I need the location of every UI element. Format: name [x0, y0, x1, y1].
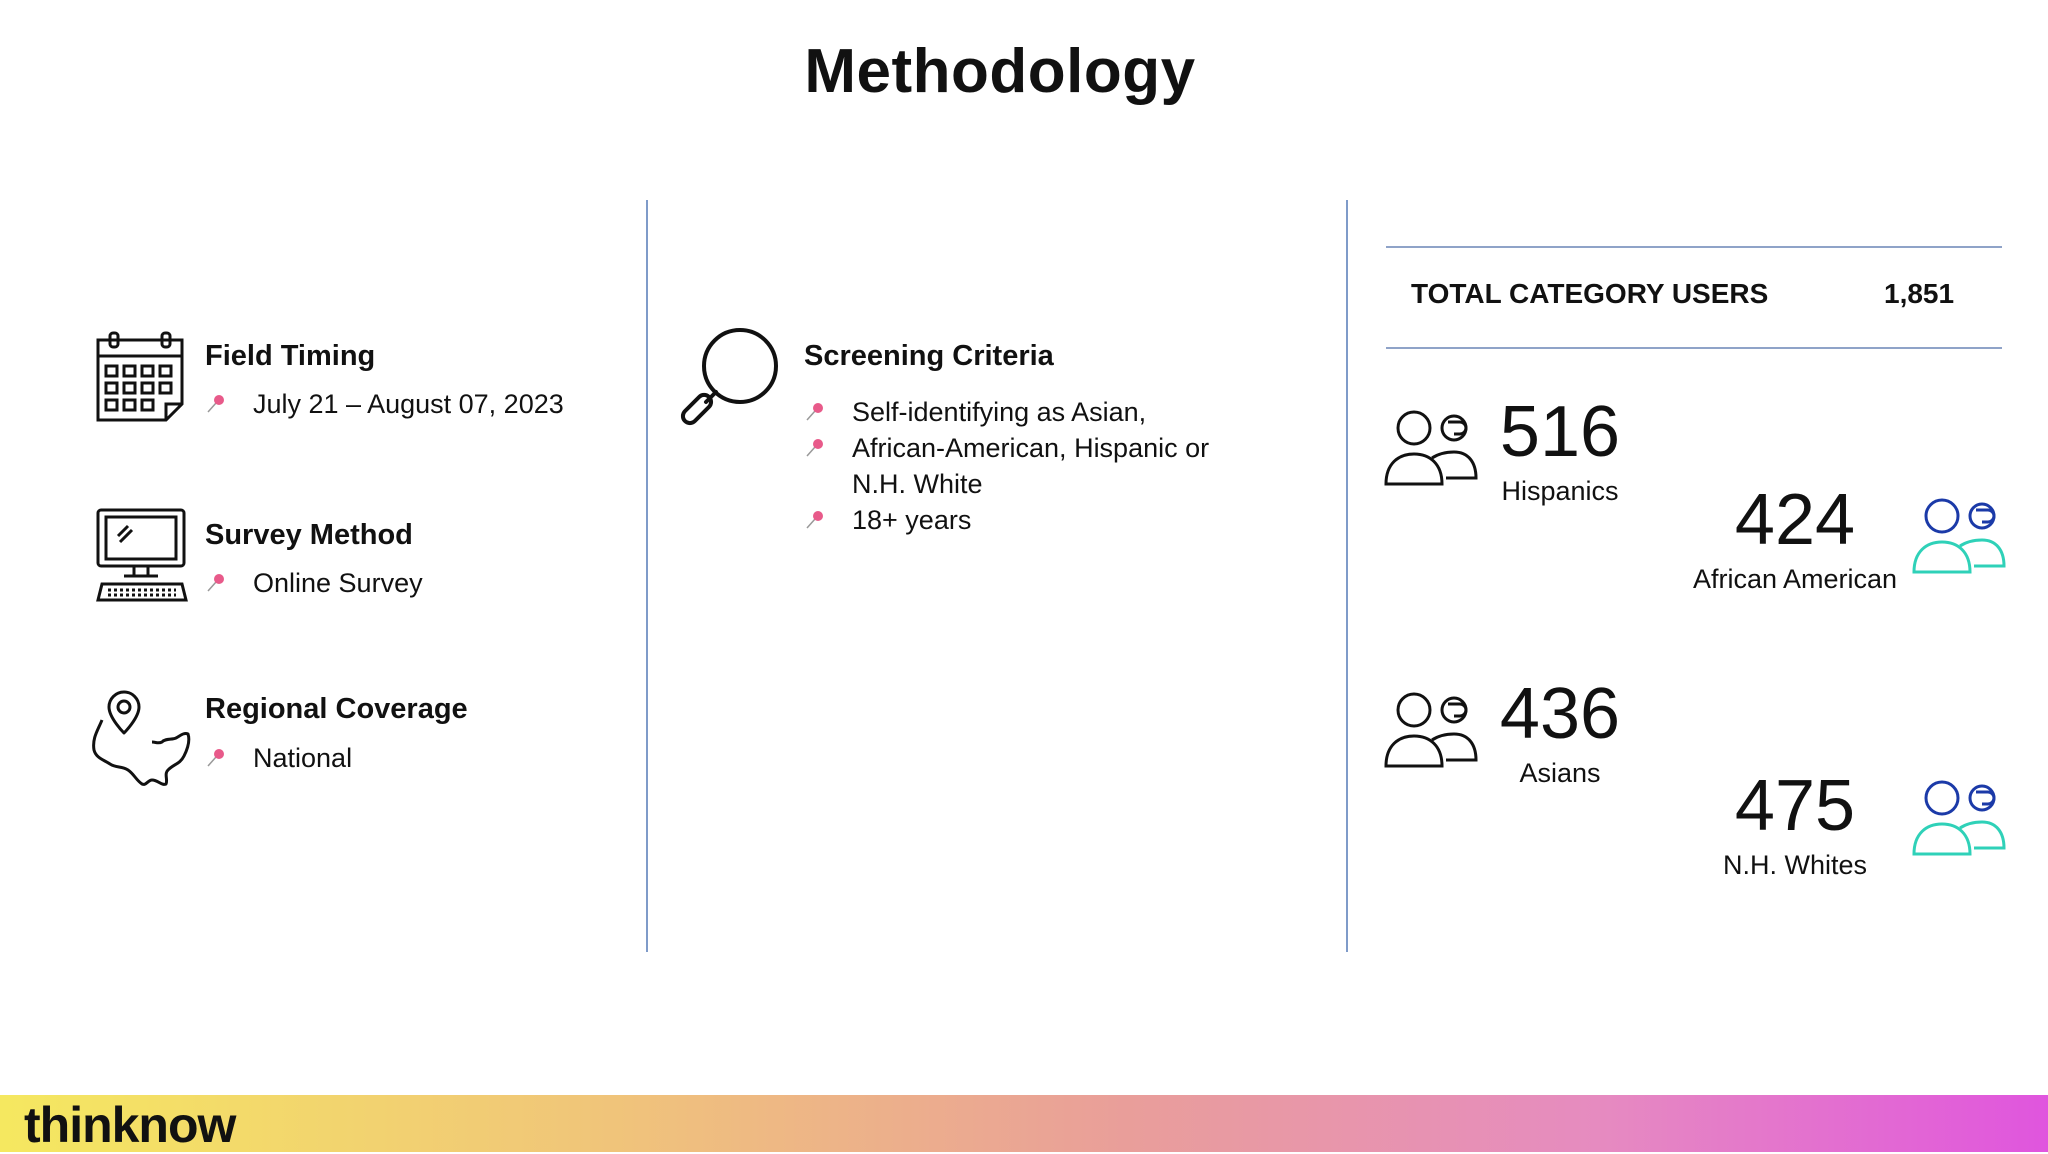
column-divider-right — [1346, 200, 1348, 952]
people-icon — [1384, 692, 1478, 768]
regional-coverage-list: National — [205, 740, 352, 776]
total-value: 1,851 — [1884, 278, 1955, 309]
list-item: July 21 – August 07, 2023 — [205, 386, 564, 422]
field-timing-title: Field Timing — [205, 340, 376, 372]
push-pin-icon — [806, 511, 823, 529]
survey-method-list: Online Survey — [205, 565, 423, 601]
list-item: Self-identifying as Asian, — [804, 394, 1209, 430]
magnifier-icon — [680, 328, 778, 426]
group-label-asians: Asians — [1519, 758, 1601, 788]
calendar-icon — [96, 331, 184, 422]
group-label-nh-whites: N.H. Whites — [1722, 850, 1868, 880]
people-colored-icon — [1912, 498, 2006, 574]
push-pin-icon — [207, 395, 224, 413]
list-item: National — [205, 740, 352, 776]
page-title: Methodology — [804, 37, 1196, 106]
total-top-rule — [1386, 246, 2002, 248]
column-divider-left — [646, 200, 648, 952]
push-pin-icon — [806, 439, 823, 457]
regional-coverage-title: Regional Coverage — [205, 693, 468, 725]
list-item: Online Survey — [205, 565, 423, 601]
list-item: African-American, Hispanic or — [804, 430, 1209, 466]
people-colored-icon — [1912, 780, 2006, 856]
push-pin-icon — [806, 403, 823, 421]
screening-criteria-title: Screening Criteria — [804, 340, 1054, 372]
group-label-hispanics: Hispanics — [1501, 476, 1619, 506]
us-map-pin-icon — [92, 690, 191, 786]
group-count-asians: 436 — [1499, 674, 1621, 754]
field-timing-list: July 21 – August 07, 2023 — [205, 386, 564, 422]
total-label: TOTAL CATEGORY USERS — [1411, 278, 1769, 309]
footer-gradient-bar — [0, 1095, 2048, 1152]
group-count-nh-whites: 475 — [1734, 766, 1856, 846]
push-pin-icon — [207, 749, 224, 767]
brand-logo: thinknow — [24, 1097, 236, 1153]
group-label-african-american: African American — [1692, 564, 1898, 594]
total-bottom-rule — [1386, 347, 2002, 349]
group-count-african-american: 424 — [1734, 480, 1856, 560]
push-pin-icon — [207, 574, 224, 592]
computer-icon — [96, 508, 188, 602]
screening-criteria-list: Self-identifying as Asian, African-Ameri… — [804, 394, 1209, 538]
people-icon — [1384, 410, 1478, 486]
list-item: 18+ years — [804, 502, 1209, 538]
survey-method-title: Survey Method — [205, 519, 413, 551]
group-count-hispanics: 516 — [1499, 392, 1621, 472]
list-item-continuation: N.H. White — [852, 469, 983, 499]
